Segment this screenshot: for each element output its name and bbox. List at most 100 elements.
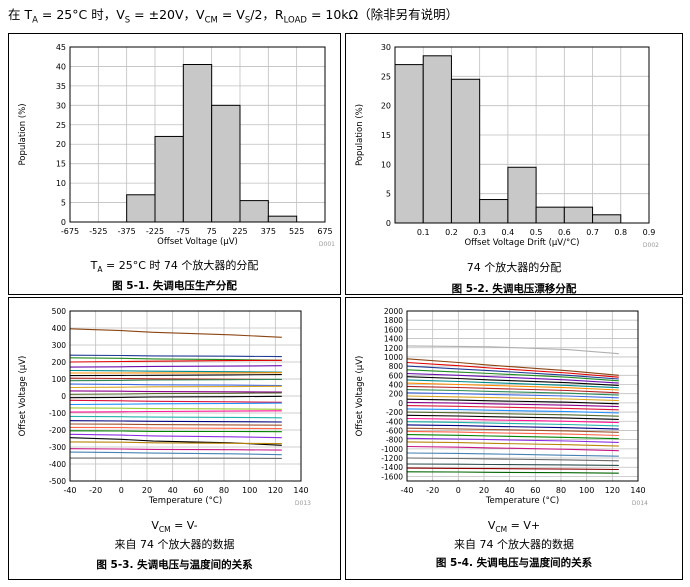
- y-tick-label: -200: [49, 426, 66, 435]
- y-tick-label: 5: [386, 190, 391, 199]
- series-line: [69, 365, 282, 368]
- series-line: [406, 405, 619, 411]
- y-tick-label: 200: [389, 390, 404, 399]
- x-tick-label: 375: [261, 227, 276, 236]
- figure-5-1-condition: TA = 25°C 时 74 个放大器的分配: [90, 259, 259, 275]
- y-tick-label: 0: [61, 218, 66, 227]
- histogram-bar: [450, 78, 481, 224]
- y-tick-label: 25: [381, 72, 391, 81]
- series-line: [69, 441, 282, 445]
- series-line: [406, 408, 619, 414]
- y-tick-label: 45: [56, 43, 66, 52]
- y-tick-label: 1400: [384, 335, 403, 344]
- figure-5-3-condition: VCM = V- 来自 74 个放大器的数据: [114, 519, 235, 552]
- figure-code: D014: [632, 500, 648, 507]
- y-tick-label: 40: [56, 62, 66, 71]
- series-line: [69, 407, 282, 410]
- series-line: [69, 430, 282, 433]
- x-axis-title: Offset Voltage Drift (µV/°C): [464, 238, 579, 248]
- series-line: [69, 426, 282, 430]
- plot-frame: [69, 310, 302, 482]
- x-tick-label: -40: [400, 486, 413, 495]
- figure-5-1-panel: 0 5 10 15 20 25 30 35 40 45 -675 -525 -375 -225 -75 75 2…: [8, 33, 341, 295]
- x-tick-label: 40: [168, 486, 178, 495]
- y-axis-title: Population (%): [18, 103, 28, 165]
- series-line: [406, 376, 619, 386]
- histogram-bar: [479, 199, 509, 224]
- y-tick-label: 5: [61, 199, 66, 208]
- x-tick-label: 80: [556, 486, 566, 495]
- figure-5-2-caption: 图 5-2. 失调电压漂移分配: [451, 283, 577, 295]
- x-tick-label: 20: [479, 486, 489, 495]
- series-line: [406, 430, 619, 437]
- figure-code: D013: [295, 500, 311, 507]
- x-tick-label: -525: [89, 227, 107, 236]
- x-tick-label: 120: [605, 486, 620, 495]
- series-line: [406, 395, 619, 402]
- series-line: [69, 420, 282, 423]
- series-line: [69, 385, 282, 389]
- y-axis-title: Offset Voltage (µV): [355, 356, 365, 437]
- series-line: [406, 361, 619, 378]
- y-tick-label: -400: [49, 460, 66, 469]
- x-tick-label: 525: [289, 227, 304, 236]
- series-line: [69, 369, 282, 373]
- x-tick-label: -20: [426, 486, 439, 495]
- histogram-bar: [239, 200, 269, 223]
- series-line: [406, 441, 619, 447]
- y-tick-label: 20: [381, 102, 391, 111]
- plot-frame: [394, 46, 650, 224]
- y-tick-label: -800: [386, 436, 403, 445]
- y-tick-label: 35: [56, 82, 66, 91]
- x-tick-label: -225: [146, 227, 164, 236]
- series-line: [69, 451, 282, 456]
- series-line: [406, 437, 619, 443]
- y-tick-label: -500: [49, 477, 66, 486]
- figure-5-3-caption: 图 5-3. 失调电压与温度间的关系: [96, 559, 253, 571]
- y-axis-title: Offset Voltage (µV): [18, 356, 28, 437]
- plot-frame: [69, 46, 326, 223]
- figure-5-2-panel: 0 5 10 15 20 25 30 0.1 0.2 0.3 0.4 0.5 0.6 0.7 0.8 0.9 O…: [345, 33, 683, 295]
- x-tick-label: 120: [268, 486, 283, 495]
- histogram-bar: [126, 194, 156, 223]
- y-tick-label: 500: [52, 307, 67, 316]
- series-line: [69, 383, 282, 387]
- y-tick-label: 15: [381, 131, 391, 140]
- series-line: [69, 357, 282, 361]
- x-tick-label: -75: [177, 227, 190, 236]
- y-tick-label: 400: [52, 324, 67, 333]
- y-tick-label: 10: [56, 179, 66, 188]
- y-tick-label: -1200: [381, 454, 403, 463]
- y-tick-label: 30: [56, 101, 66, 110]
- x-tick-label: 80: [219, 486, 229, 495]
- figure-5-4-chart: -1600-1400-1200-1000-800-600-400-2000200…: [355, 307, 648, 507]
- series-line: [69, 433, 282, 439]
- x-axis-title: Offset Voltage (µV): [157, 237, 238, 247]
- figure-5-4-caption: 图 5-4. 失调电压与温度间的关系: [435, 557, 593, 569]
- histogram-bar: [394, 64, 424, 224]
- series-line: [406, 345, 619, 355]
- x-tick-label: 100: [242, 486, 257, 495]
- series-line: [69, 354, 282, 358]
- x-tick-label: 0.8: [614, 228, 627, 237]
- figure-5-1-caption: 图 5-1. 失调电压生产分配: [112, 280, 237, 292]
- y-tick-label: 0: [61, 392, 66, 401]
- x-tick-label: 60: [530, 486, 540, 495]
- y-tick-label: 400: [389, 381, 404, 390]
- y-tick-label: 0: [386, 219, 391, 228]
- series-line: [69, 374, 282, 377]
- series-line: [406, 379, 619, 389]
- y-tick-label: 100: [52, 375, 67, 384]
- series-line: [406, 401, 619, 408]
- figure-5-2-chart: 0 5 10 15 20 25 30 0.1 0.2 0.3 0.4 0.5 0.6 0.7 0.8 0.9 O…: [355, 43, 659, 249]
- x-tick-label: 140: [630, 486, 645, 495]
- y-tick-label: 1000: [384, 353, 403, 362]
- series-line: [69, 448, 282, 451]
- series-line: [406, 385, 619, 394]
- y-tick-label: -1600: [381, 472, 403, 481]
- series-line: [406, 411, 619, 417]
- y-axis-title: Population (%): [355, 104, 365, 166]
- histogram-bar: [211, 104, 241, 223]
- series-line: [406, 414, 619, 420]
- y-tick-label: 30: [381, 43, 391, 52]
